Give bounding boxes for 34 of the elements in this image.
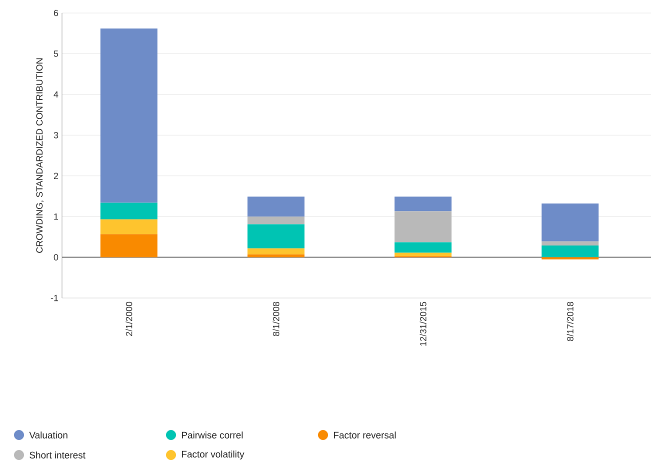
y-axis-title: CROWDING, STANDARDIZED CONTRIBUTION [36, 58, 44, 253]
y-tick-label: 3 [54, 132, 58, 138]
y-tick-label: -1 [50, 294, 58, 302]
bar [100, 219, 158, 234]
bar [247, 248, 304, 254]
y-tick-label: 6 [54, 10, 58, 16]
legend-label: Valuation [29, 432, 68, 438]
bar [542, 245, 599, 258]
x-tick-label: 2/1/2000 [126, 302, 132, 336]
x-tick-label: 8/1/2008 [272, 302, 280, 336]
bar [247, 196, 304, 217]
bar [100, 28, 158, 203]
bar [247, 224, 304, 248]
y-tick-label: 4 [54, 91, 58, 98]
y-tick-label: 1 [54, 213, 58, 220]
bar [394, 242, 452, 253]
bar [542, 241, 599, 246]
bar [394, 211, 452, 242]
legend-label: Factor volatility [182, 450, 244, 460]
bar [542, 204, 599, 242]
y-tick-label: 0 [54, 254, 58, 260]
y-tick-label: 2 [54, 172, 58, 179]
legend-label: Short interest [30, 452, 86, 458]
x-tick-label: 12/31/2015 [420, 302, 426, 346]
y-tick-label: 5 [54, 50, 58, 57]
bar [100, 234, 158, 258]
bar [394, 196, 452, 212]
legend-label: Factor reversal [334, 432, 396, 438]
bar [100, 202, 158, 220]
bar [394, 252, 452, 256]
legend-label: Pairwise correl [182, 432, 243, 438]
bar [247, 216, 304, 224]
bar [247, 254, 304, 258]
x-tick-label: 8/17/2018 [566, 302, 574, 342]
